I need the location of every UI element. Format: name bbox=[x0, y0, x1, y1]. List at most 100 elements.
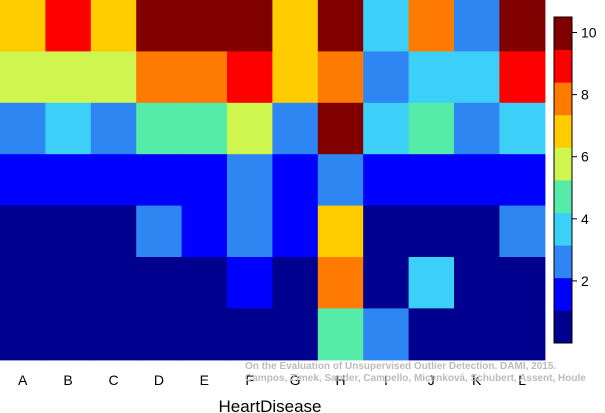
heatmap-cell-G-3 bbox=[272, 102, 319, 155]
heatmap-cell-A-2 bbox=[0, 51, 46, 104]
heatmap-cell-K-6 bbox=[454, 257, 500, 309]
heatmap-cell-I-6 bbox=[363, 257, 410, 309]
heatmap-cell-J-1 bbox=[408, 0, 455, 52]
colorbar-segment-6 bbox=[554, 147, 572, 181]
heatmap-cell-C-1 bbox=[90, 0, 137, 52]
heatmap-cell-J-6 bbox=[408, 257, 455, 309]
colorbar-segment-8 bbox=[554, 82, 572, 116]
colorbar bbox=[553, 16, 573, 344]
heatmap-cell-G-5 bbox=[272, 205, 319, 258]
heatmap-cell-I-2 bbox=[363, 51, 410, 104]
heatmap-cell-A-3 bbox=[0, 102, 46, 155]
heatmap-cell-C-6 bbox=[90, 257, 137, 309]
heatmap-cell-E-7 bbox=[181, 308, 228, 361]
x-tick-label-J: J bbox=[428, 372, 435, 388]
heatmap-cell-B-7 bbox=[45, 308, 92, 361]
heatmap-cell-G-1 bbox=[272, 0, 319, 52]
heatmap-cell-A-7 bbox=[0, 308, 46, 361]
heatmap-cell-B-5 bbox=[45, 205, 92, 258]
heatmap-cell-L-1 bbox=[499, 0, 546, 52]
colorbar-tick-label-2: 2 bbox=[581, 273, 589, 289]
heatmap-cell-A-5 bbox=[0, 205, 46, 258]
x-axis-title: HeartDisease bbox=[219, 397, 322, 413]
colorbar-frame bbox=[553, 16, 573, 344]
heatmap-cell-F-2 bbox=[227, 51, 273, 104]
heatmap-cell-G-7 bbox=[272, 308, 319, 361]
heatmap-cell-G-2 bbox=[272, 51, 319, 104]
heatmap-cell-K-5 bbox=[454, 205, 500, 258]
heatmap-cell-F-6 bbox=[227, 257, 273, 309]
heatmap-cell-H-1 bbox=[317, 0, 364, 52]
heatmap-cell-D-4 bbox=[136, 154, 183, 207]
x-tick-labels: A B C D E F G H I J K L bbox=[18, 372, 526, 388]
heatmap-cell-L-7 bbox=[499, 308, 546, 361]
heatmap-cell-F-3 bbox=[227, 102, 273, 155]
colorbar-ticks: 2 4 6 8 10 bbox=[572, 25, 597, 289]
heatmap-cell-F-4 bbox=[227, 154, 273, 207]
heatmap-cell-I-5 bbox=[363, 205, 410, 258]
heatmap-cells bbox=[0, 0, 546, 361]
colorbar-segment-9 bbox=[554, 49, 572, 83]
heatmap-cell-B-1 bbox=[45, 0, 92, 52]
heatmap-cell-L-3 bbox=[499, 102, 546, 155]
heatmap-cell-D-2 bbox=[136, 51, 183, 104]
heatmap-cell-C-2 bbox=[90, 51, 137, 104]
heatmap-cell-A-6 bbox=[0, 257, 46, 309]
heatmap-cell-C-7 bbox=[90, 308, 137, 361]
heatmap-cell-B-4 bbox=[45, 154, 92, 207]
x-tick-label-G: G bbox=[290, 372, 301, 388]
colorbar-tick-label-8: 8 bbox=[581, 87, 589, 103]
credit-line-2: Campos, Zimek, Sander, Campello, Micenko… bbox=[245, 373, 586, 384]
x-tick-label-K: K bbox=[472, 372, 482, 388]
credit-line-1: On the Evaluation of Unsupervised Outlie… bbox=[245, 361, 557, 372]
heatmap-cell-K-1 bbox=[454, 0, 500, 52]
heatmap-cell-H-5 bbox=[317, 205, 364, 258]
colorbar-segment-2 bbox=[554, 277, 572, 311]
heatmap-cell-L-4 bbox=[499, 154, 546, 207]
x-tick-label-C: C bbox=[108, 372, 118, 388]
colorbar-segment-5 bbox=[554, 180, 572, 213]
heatmap-cell-D-7 bbox=[136, 308, 183, 361]
heatmap-cell-J-2 bbox=[408, 51, 455, 104]
credit-text: On the Evaluation of Unsupervised Outlie… bbox=[245, 361, 600, 385]
heatmap-cell-B-3 bbox=[45, 102, 92, 155]
heatmap-cell-J-5 bbox=[408, 205, 455, 258]
heatmap-cell-F-5 bbox=[227, 205, 273, 258]
x-tick-label-I: I bbox=[384, 372, 388, 388]
x-tick-label-D: D bbox=[154, 372, 164, 388]
heatmap-cell-E-3 bbox=[181, 102, 228, 155]
heatmap-cell-L-2 bbox=[499, 51, 546, 104]
heatmap-cell-E-2 bbox=[181, 51, 228, 104]
colorbar-tick-label-4: 4 bbox=[581, 211, 589, 227]
colorbar-segment-3 bbox=[554, 245, 572, 279]
heatmap-cell-E-6 bbox=[181, 257, 228, 309]
heatmap-cell-C-3 bbox=[90, 102, 137, 155]
heatmap-cell-D-6 bbox=[136, 257, 183, 309]
heatmap-cell-H-7 bbox=[317, 308, 364, 361]
x-tick-label-L: L bbox=[518, 372, 526, 388]
heatmap-cell-I-3 bbox=[363, 102, 410, 155]
heatmap-cell-A-1 bbox=[0, 0, 46, 52]
x-tick-label-E: E bbox=[200, 372, 209, 388]
heatmap-cell-H-6 bbox=[317, 257, 364, 309]
heatmap-cell-I-7 bbox=[363, 308, 410, 361]
heatmap-cell-E-4 bbox=[181, 154, 228, 207]
heatmap-cell-C-5 bbox=[90, 205, 137, 258]
heatmap-cell-K-7 bbox=[454, 308, 500, 361]
colorbar-segment-1 bbox=[554, 310, 572, 344]
colorbar-segment-7 bbox=[554, 114, 572, 148]
heatmap-cell-K-3 bbox=[454, 102, 500, 155]
x-tick-label-H: H bbox=[335, 372, 345, 388]
heatmap-cell-A-4 bbox=[0, 154, 46, 207]
colorbar-segment-4 bbox=[554, 212, 572, 246]
heatmap-cell-L-6 bbox=[499, 257, 546, 309]
heatmap-cell-J-4 bbox=[408, 154, 455, 207]
heatmap-cell-G-6 bbox=[272, 257, 319, 309]
heatmap-cell-I-1 bbox=[363, 0, 410, 52]
heatmap-cell-J-7 bbox=[408, 308, 455, 361]
heatmap-cell-C-4 bbox=[90, 154, 137, 207]
heatmap-cell-F-7 bbox=[227, 308, 273, 361]
heatmap-cell-D-3 bbox=[136, 102, 183, 155]
heatmap-cell-L-5 bbox=[499, 205, 546, 258]
heatmap-cell-K-4 bbox=[454, 154, 500, 207]
